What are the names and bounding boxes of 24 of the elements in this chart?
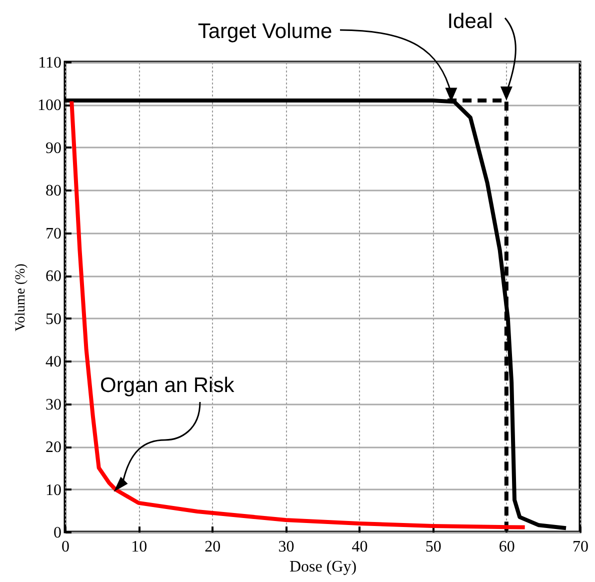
y-tick-label: 30	[46, 396, 62, 414]
y-tick-label: 90	[46, 140, 62, 157]
x-tick-label: 60	[498, 538, 515, 556]
x-tick-label: 20	[204, 538, 221, 556]
text: Target Volume	[198, 20, 332, 43]
y-tick-label: 60	[46, 268, 62, 286]
y-tick-label: 100	[38, 97, 62, 114]
x-tick-label: 50	[425, 538, 442, 556]
y-tick-label: 110	[38, 54, 62, 72]
x-tick-label: 40	[352, 538, 368, 556]
y-tick-label: 20	[46, 439, 62, 456]
y-tick-label: 70	[46, 225, 62, 242]
y-tick-label: 0	[54, 524, 62, 542]
x-tick-label: 30	[278, 538, 294, 556]
x-tick-label: 70	[572, 538, 588, 556]
series-label: Organ an Risk	[100, 374, 235, 397]
x-axis-title: Dose (Gy)	[289, 558, 357, 576]
y-tick-label: 80	[46, 182, 62, 200]
text: Ideal	[447, 10, 493, 33]
y-tick-label: 40	[46, 354, 62, 371]
y-axis-title: Volume (%)	[14, 263, 28, 332]
y-tick-label: 10	[46, 482, 62, 499]
y-tick-label: 50	[46, 310, 62, 328]
x-tick-label: 10	[131, 538, 148, 556]
